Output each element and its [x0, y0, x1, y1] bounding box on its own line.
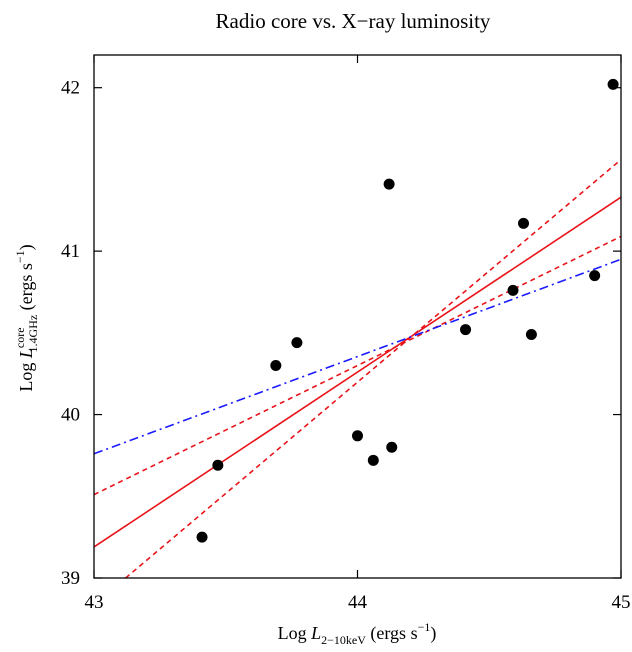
fit-lines [93, 158, 622, 579]
data-point-7 [386, 441, 398, 453]
fit-line-dashdot-3 [93, 258, 622, 455]
data-point-11 [525, 328, 537, 340]
data-point-1 [212, 459, 224, 471]
data-points [196, 78, 619, 543]
y-tick-label: 42 [61, 78, 80, 99]
plot-frame [93, 54, 622, 579]
y-tick-label: 40 [61, 405, 80, 426]
x-tick-label: 43 [85, 592, 104, 613]
y-tick-label: 39 [61, 568, 80, 589]
data-point-0 [196, 531, 208, 543]
fit-line-dashed-1 [93, 235, 622, 496]
fit-line-dashed-2 [125, 158, 622, 579]
data-point-2 [270, 360, 282, 372]
data-point-9 [507, 284, 519, 296]
x-tick-label: 45 [612, 592, 631, 613]
data-point-10 [518, 217, 530, 229]
axis-ticks: 43 44 45 39 40 41 42 [61, 55, 631, 613]
data-point-8 [460, 324, 472, 336]
fit-line-solid-0 [93, 196, 622, 548]
data-point-12 [589, 270, 601, 282]
data-point-5 [367, 454, 379, 466]
data-point-3 [291, 337, 303, 349]
chart-title: Radio core vs. X−ray luminosity [216, 9, 491, 33]
y-tick-label: 41 [61, 241, 80, 262]
data-point-6 [383, 178, 395, 190]
x-axis-label: Log L2−10keV (ergs s−1) [278, 620, 437, 647]
data-point-4 [352, 430, 363, 442]
x-tick-label: 44 [348, 592, 368, 613]
y-axis-label: Log Lcore1.4GHz (ergs s−1) [13, 244, 40, 391]
